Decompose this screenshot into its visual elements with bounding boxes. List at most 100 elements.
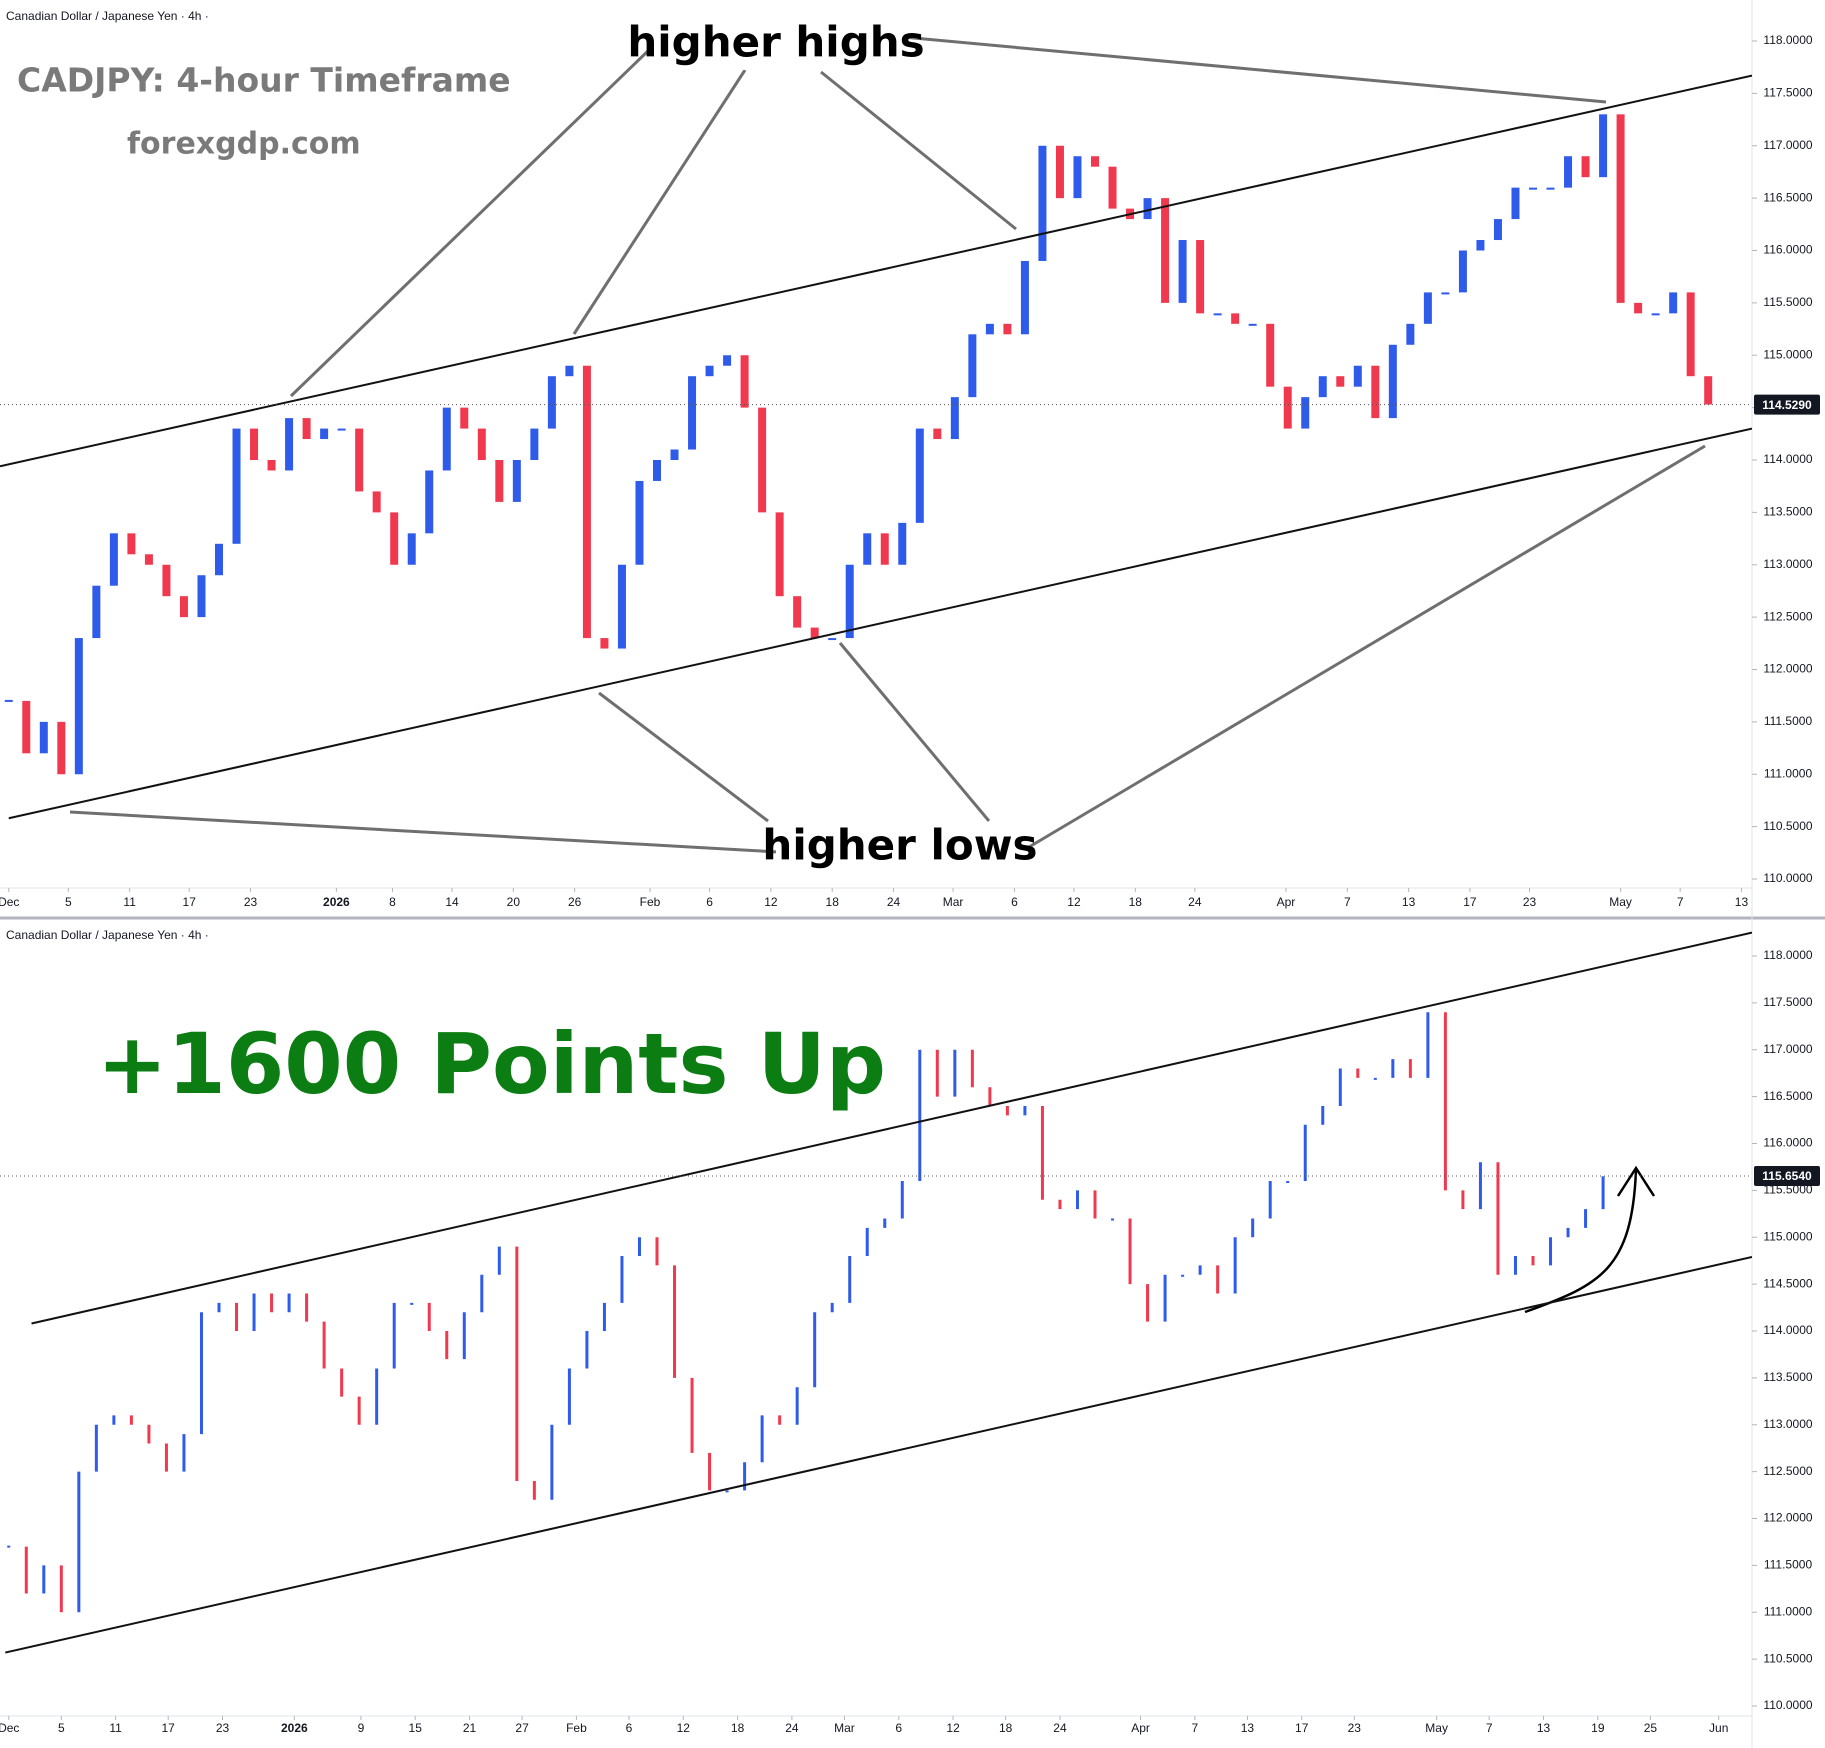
pointer [838, 642, 991, 822]
chart-title: +1600 Points Up [97, 1015, 886, 1113]
candle [232, 428, 241, 544]
x-tick-label: 17 [1295, 1721, 1309, 1735]
candle [1564, 156, 1573, 188]
x-tick-label: 7 [1677, 895, 1684, 909]
y-tick-label: 116.5000 [1763, 190, 1812, 204]
candle [182, 1434, 186, 1472]
candle [497, 1246, 501, 1275]
candle [1038, 145, 1047, 261]
x-tick-label: Feb [566, 1721, 587, 1735]
x-tick-label: 5 [58, 1721, 65, 1735]
y-tick-label: 114.0000 [1763, 1323, 1812, 1337]
candle [162, 564, 171, 597]
candle [547, 376, 556, 429]
candle [1406, 323, 1415, 345]
y-tick-label: 115.5000 [1763, 1183, 1812, 1197]
last-price-box [1754, 394, 1820, 415]
x-tick-label: 24 [1053, 1721, 1067, 1735]
x-tick-label: 18 [826, 895, 840, 909]
y-tick-label: 113.5000 [1763, 1370, 1812, 1384]
candle [1233, 1237, 1237, 1294]
y-tick-label: 112.0000 [1763, 1511, 1812, 1525]
y-tick-label: 117.0000 [1763, 138, 1812, 152]
candle [1143, 198, 1152, 220]
candle [217, 1302, 221, 1313]
candle [865, 1227, 869, 1256]
candle [900, 1181, 904, 1219]
candle [1686, 292, 1695, 377]
y-tick-label: 116.5000 [1763, 1089, 1812, 1103]
x-tick-label: May [1425, 1721, 1448, 1735]
candle [933, 428, 942, 440]
candle [988, 1087, 992, 1106]
candle [355, 428, 364, 492]
candle [39, 721, 48, 754]
x-tick-label: 6 [626, 1721, 633, 1735]
candle [880, 533, 889, 565]
x-tick-label: 24 [1188, 895, 1202, 909]
candle [197, 575, 206, 618]
label-background [648, 18, 904, 70]
trendline [0, 74, 1752, 468]
candle [390, 512, 399, 565]
x-tick-label: May [1609, 895, 1632, 909]
candle [830, 1302, 834, 1313]
x-tick-label: 6 [895, 1721, 902, 1735]
candle [425, 470, 434, 534]
y-tick-label: 115.0000 [1763, 1229, 1812, 1243]
candle [1091, 156, 1099, 167]
candle [918, 1049, 922, 1181]
candle [445, 1331, 449, 1360]
y-tick-label: 111.5000 [1764, 1558, 1813, 1572]
annotation-pointers [69, 35, 1706, 854]
x-tick-label: 14 [445, 895, 459, 909]
y-tick-label: 115.0000 [1763, 347, 1812, 361]
candle [285, 418, 294, 471]
x-tick-label: 11 [123, 895, 136, 909]
candle [915, 428, 924, 523]
candle [565, 365, 574, 377]
pointer [598, 691, 769, 823]
pointer [289, 47, 652, 398]
x-tick-label: 13 [1402, 895, 1416, 909]
candle [1318, 376, 1327, 398]
candle [1426, 1012, 1430, 1078]
candle [1461, 1190, 1465, 1210]
y-tick-label: 118.0000 [1763, 948, 1812, 962]
annotation: higher highs [627, 18, 924, 67]
candle [795, 1387, 799, 1425]
candle [688, 376, 697, 450]
candle [600, 638, 609, 649]
candle [1303, 1124, 1307, 1181]
x-tick-label: 24 [887, 895, 901, 909]
candle [1338, 1068, 1342, 1106]
pointer [1023, 444, 1706, 852]
candle [1388, 344, 1397, 419]
x-tick-label: 23 [1523, 895, 1537, 909]
x-tick-label: Dec [0, 1721, 19, 1735]
candle [235, 1302, 239, 1331]
candle [620, 1256, 624, 1303]
candle [723, 355, 732, 366]
candle [567, 1368, 571, 1425]
candle [270, 1293, 274, 1313]
candle [1163, 1274, 1167, 1322]
candle [1283, 386, 1292, 429]
candle [848, 1256, 852, 1303]
pointer [820, 70, 1017, 231]
y-tick-label: 110.0000 [1763, 1698, 1812, 1712]
x-tick-label: 12 [764, 895, 778, 909]
x-tick-label: 9 [358, 1721, 365, 1735]
candle [810, 627, 819, 639]
y-tick-label: 113.0000 [1763, 1417, 1812, 1431]
plot-area [0, 74, 1752, 820]
candle [94, 1424, 98, 1472]
candle [1549, 1237, 1553, 1266]
y-tick-label: 111.5000 [1764, 714, 1813, 728]
x-tick-label: 17 [1463, 895, 1477, 909]
candle [705, 365, 714, 377]
x-tick-label: 21 [463, 1721, 477, 1735]
candle [898, 522, 907, 565]
y-tick-label: 117.5000 [1763, 86, 1812, 100]
candle [617, 564, 626, 649]
